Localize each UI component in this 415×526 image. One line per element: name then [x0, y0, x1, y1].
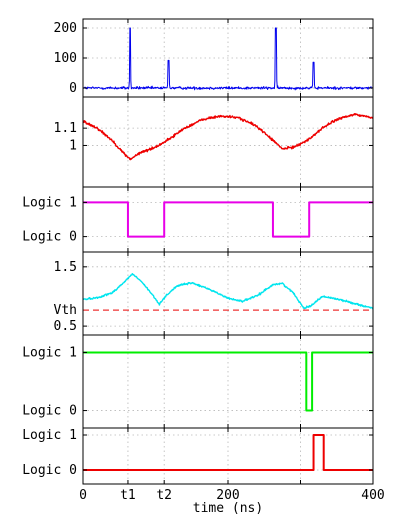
y-tick-label: 0.5 — [54, 319, 77, 334]
y-tick-label: 100 — [54, 51, 77, 66]
x-tick-label: 400 — [361, 488, 384, 503]
series-line-4-0 — [83, 272, 373, 310]
series-line-5-0 — [83, 351, 373, 412]
panel-6: Logic 0 Logic 1 0 t1 t2 200 400 time (ns) — [22, 427, 385, 516]
x-tick-label: 200 — [216, 488, 239, 503]
panel-5: Logic 0 Logic 1 — [22, 334, 374, 429]
y-tick-label: 0 — [69, 81, 77, 96]
series-line-6-0 — [83, 434, 373, 471]
series-line-2-0 — [83, 113, 373, 161]
series-line-3-0 — [83, 201, 373, 238]
y-tick-label: 200 — [54, 21, 77, 36]
x-tick-label: t2 — [156, 488, 172, 503]
y-tick-label: 1.5 — [54, 260, 77, 275]
y-tick-label: Logic 1 — [22, 428, 77, 443]
series-line-1-0 — [83, 27, 373, 91]
panel-2: 11.1 — [54, 96, 374, 188]
y-tick-label: Logic 0 — [22, 463, 77, 478]
panel-3: Logic 0 Logic 1 — [22, 186, 374, 253]
x-tick-label: 0 — [79, 488, 87, 503]
y-tick-label: 1.1 — [54, 121, 77, 136]
y-tick-label: 1 — [69, 138, 77, 153]
x-axis-label: time (ns) — [193, 501, 263, 516]
y-tick-label: Logic 0 — [22, 230, 77, 245]
y-tick-label: Logic 1 — [22, 195, 77, 210]
y-tick-label: Logic 1 — [22, 345, 77, 360]
panel-1: 0 100 200 — [54, 18, 374, 98]
y-tick-label: Logic 0 — [22, 404, 77, 419]
x-tick-label: t1 — [120, 488, 136, 503]
threshold-label: Vth — [54, 303, 77, 318]
